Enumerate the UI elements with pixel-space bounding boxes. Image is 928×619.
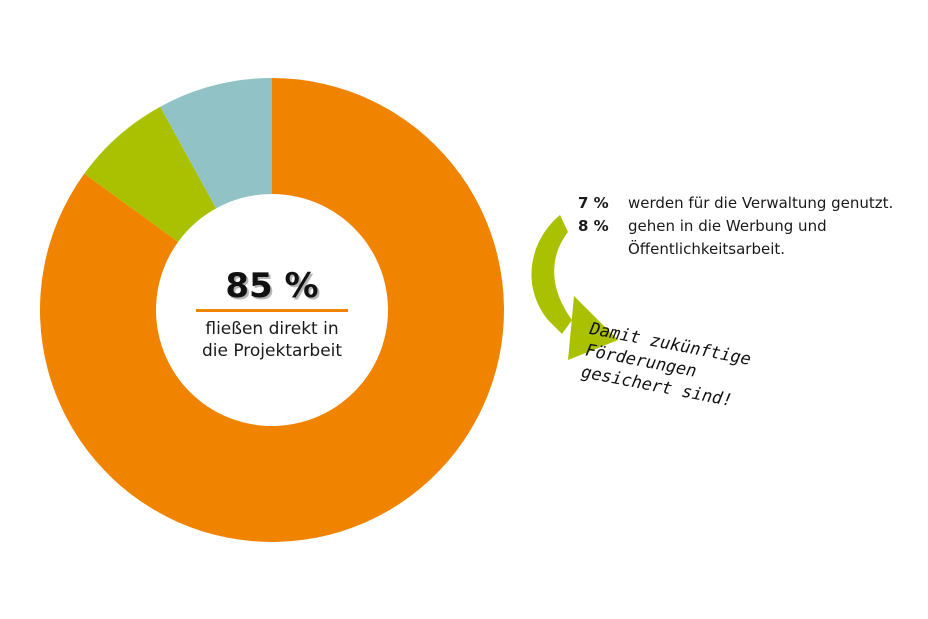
legend-text-line-2: Öffentlichkeitsarbeit. [628,240,786,258]
center-caption-line-2: die Projektarbeit [201,341,343,361]
donut-slices [39,78,505,542]
legend-text-line-1: werden für die Verwaltung genutzt. [628,194,894,212]
slice-projektarbeit [39,78,505,542]
legend-text-line-1: gehen in die Werbung und [628,217,827,235]
center-divider [196,309,348,312]
legend-value: 7 % [578,194,609,212]
slice-werbung [160,78,272,209]
center-caption: fließen direkt in die Projektarbeit [176,318,368,362]
legend-value: 8 % [578,217,609,235]
arrow-head [568,296,618,360]
legend: 7 % werden für die Verwaltung genutzt. 8… [566,192,908,261]
legend-entry-werbung: 8 % gehen in die Werbung und Öffentlichk… [566,215,908,261]
legend-text: gehen in die Werbung und Öffentlichkeits… [628,215,908,261]
slice-verwaltung [84,106,217,242]
center-caption-line-1: fließen direkt in [205,319,339,339]
arrow-shaft [531,215,572,334]
legend-text: werden für die Verwaltung genutzt. [628,192,908,215]
legend-entry-verwaltung: 7 % werden für die Verwaltung genutzt. [566,192,908,215]
center-value-label: 85 % [225,266,319,306]
